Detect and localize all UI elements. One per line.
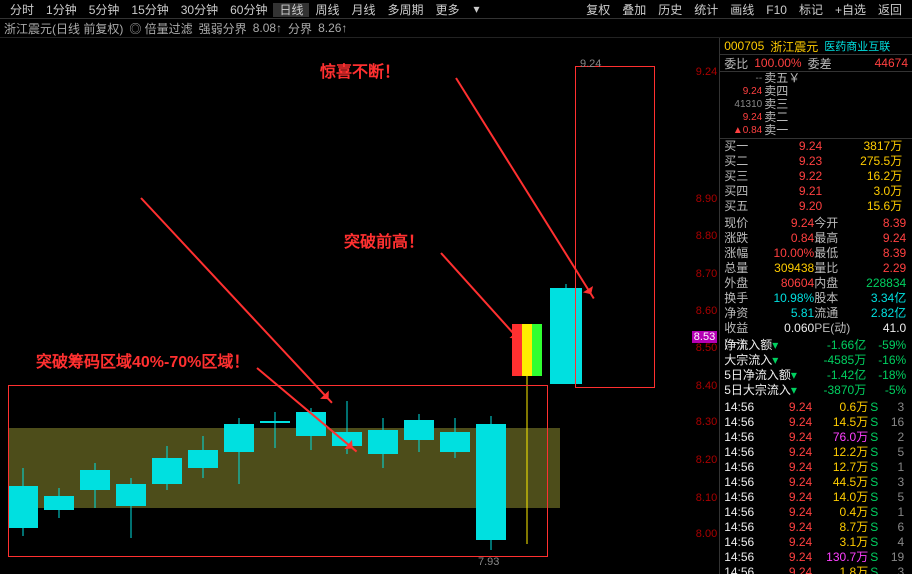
timeframe-bar: 分时1分钟5分钟15分钟30分钟60分钟日线周线月线多周期更多 ▾ 复权叠加历史…	[0, 0, 912, 19]
flow-row: 5日净流入额▾-1.42亿-18%	[720, 368, 912, 383]
bid-row: 买三9.2216.2万	[720, 169, 912, 184]
stock-code: 000705	[724, 39, 764, 53]
flow-row: 大宗流入▾-4585万-16%	[720, 353, 912, 368]
quote-row: 换手10.98%股本3.34亿	[720, 291, 912, 306]
annotation-box-2	[575, 66, 655, 388]
indicator-3-val: 8.26↑	[318, 21, 347, 35]
y-tick: 8.30	[696, 416, 717, 428]
timeframe-月线[interactable]: 月线	[346, 3, 382, 17]
y-tick: 8.70	[696, 268, 717, 280]
toolbar-F10[interactable]: F10	[760, 3, 793, 17]
timeframe-更多[interactable]: 更多	[430, 3, 466, 17]
indicator-2-label: 强弱分界	[199, 20, 247, 37]
toolbar-历史[interactable]: 历史	[652, 3, 688, 17]
quote-row: 收益(一)0.060PE(动)41.0	[720, 321, 912, 336]
flow-row: 5日大宗流入▾-3870万-5%	[720, 383, 912, 398]
y-tick: 8.10	[696, 492, 717, 504]
annotation-box-1	[8, 385, 548, 557]
bid-row: 买五9.2015.6万	[720, 199, 912, 214]
y-tick: 8.00	[696, 528, 717, 540]
indicator-bar: 浙江震元(日线 前复权) ◎ 倍量过滤 强弱分界 8.08↑ 分界 8.26↑	[0, 19, 912, 38]
trade-row: 14:569.241.8万S3	[724, 565, 908, 574]
commit-ratio: 100.00%	[754, 56, 801, 70]
trade-row: 14:569.2444.5万S3	[724, 475, 908, 490]
toolbar-标记[interactable]: 标记	[793, 3, 829, 17]
flow-row: 净流入额▾-1.66亿-59%	[720, 338, 912, 353]
timeframe-30分钟[interactable]: 30分钟	[175, 3, 224, 17]
toolbar-统计[interactable]: 统计	[688, 3, 724, 17]
y-tick: 8.80	[696, 230, 717, 242]
annotation-text-3: 突破筹码区域40%-70%区域！	[36, 348, 249, 372]
chart-area[interactable]: 惊喜不断！ 突破前高！ 突破筹码区域40%-70%区域！ 9.24 7.93 9…	[0, 38, 720, 574]
y-tick: 8.40	[696, 380, 717, 392]
indicator-1: ◎ 倍量过滤	[129, 20, 192, 37]
toolbar-返回[interactable]: 返回	[872, 3, 908, 17]
more-dropdown-icon[interactable]: ▾	[468, 2, 486, 16]
quote-row: 总量309438量比2.29	[720, 261, 912, 276]
ask-row: 卖一	[764, 124, 912, 137]
trade-ticker: 14:569.240.6万S314:569.2414.5万S1614:569.2…	[720, 400, 912, 574]
timeframe-多周期[interactable]: 多周期	[382, 3, 430, 17]
trade-row: 14:569.243.1万S4	[724, 535, 908, 550]
y-tick: 8.60	[696, 305, 717, 317]
y-tick: 8.90	[696, 193, 717, 205]
timeframe-分时[interactable]: 分时	[4, 3, 40, 17]
bid-row: 买一9.243817万	[720, 139, 912, 154]
trade-row: 14:569.2476.0万S2	[724, 430, 908, 445]
bid-row: 买四9.213.0万	[720, 184, 912, 199]
toolbar-叠加[interactable]: 叠加	[616, 3, 652, 17]
timeframe-15分钟[interactable]: 15分钟	[125, 3, 174, 17]
bid-row: 买二9.23275.5万	[720, 154, 912, 169]
toolbar-+自选[interactable]: +自选	[829, 3, 872, 17]
annotation-text-2: 突破前高！	[344, 228, 424, 252]
price-tag: 8.53	[692, 331, 717, 343]
trade-row: 14:569.24130.7万S19	[724, 550, 908, 565]
y-tick: 8.20	[696, 454, 717, 466]
timeframe-周线[interactable]: 周线	[309, 3, 345, 17]
quote-row: 涨跌0.84最高9.24	[720, 231, 912, 246]
y-axis: 9.24 8.90 8.80 8.70 8.60 8.50 8.40 8.30 8.20 8.10…	[687, 38, 719, 574]
indicator-3-label: 分界	[288, 20, 312, 37]
quote-row: 现价9.24今开8.39	[720, 216, 912, 231]
trade-row: 14:569.240.6万S3	[724, 400, 908, 415]
stock-name: 浙江震元	[770, 38, 818, 55]
trade-row: 14:569.2412.7万S1	[724, 460, 908, 475]
quote-row: 涨幅10.00%最低8.39	[720, 246, 912, 261]
stock-title: 浙江震元(日线 前复权)	[4, 20, 123, 37]
toolbar-复权[interactable]: 复权	[580, 3, 616, 17]
low-label: 7.93	[478, 556, 499, 568]
quote-panel: 000705 浙江震元 医药商业互联 委比 100.00% 委差 44674 -…	[720, 38, 912, 574]
timeframe-5分钟[interactable]: 5分钟	[83, 3, 126, 17]
sector-label: 医药商业互联	[824, 38, 890, 54]
commit-diff: 44674	[875, 56, 908, 70]
commit-diff-label: 委差	[808, 55, 832, 72]
timeframe-1分钟[interactable]: 1分钟	[40, 3, 83, 17]
quote-row: 净资5.81流通2.82亿	[720, 306, 912, 321]
trade-row: 14:569.240.4万S1	[724, 505, 908, 520]
indicator-2-val: 8.08↑	[253, 21, 282, 35]
commit-ratio-label: 委比	[724, 55, 748, 72]
quote-row: 外盘80604内盘228834	[720, 276, 912, 291]
trade-row: 14:569.2414.0万S5	[724, 490, 908, 505]
timeframe-日线[interactable]: 日线	[273, 3, 309, 17]
trade-row: 14:569.2412.2万S5	[724, 445, 908, 460]
high-label: 9.24	[580, 58, 601, 70]
y-tick: 9.24	[696, 66, 717, 78]
annotation-text-1: 惊喜不断！	[320, 58, 400, 82]
trade-row: 14:569.2414.5万S16	[724, 415, 908, 430]
toolbar-画线[interactable]: 画线	[724, 3, 760, 17]
timeframe-60分钟[interactable]: 60分钟	[224, 3, 273, 17]
trade-row: 14:569.248.7万S6	[724, 520, 908, 535]
y-tick: 8.50	[696, 342, 717, 354]
